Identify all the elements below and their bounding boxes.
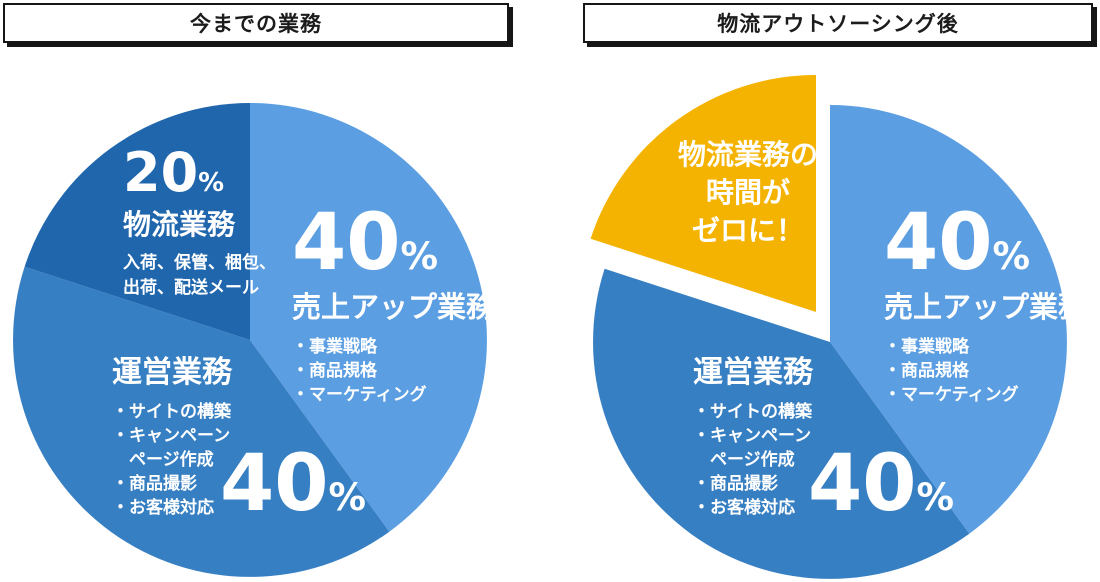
logistics-detail-lines: 入荷、保管、梱包、 出荷、配送メール — [123, 251, 276, 301]
operations-percent: 40% — [808, 445, 954, 523]
sales-percent: 40% — [292, 204, 495, 282]
zero-logistics-line: ゼロに！ — [691, 214, 804, 247]
logistics-percent-unit: % — [198, 168, 225, 198]
operations-bullet-item: ・商品撮影 — [112, 474, 197, 494]
logistics-detail-line: 入荷、保管、梱包、 — [123, 252, 276, 273]
zero-logistics-line: 物流業務の — [677, 138, 818, 171]
sales-slice-label-group: 40% 売上アップ業務 ・事業戦略 ・商品規格 ・マーケティング — [292, 204, 495, 407]
operations-percent-unit: % — [916, 475, 955, 519]
sales-label: 売上アップ業務 — [292, 290, 496, 324]
slice-operations-after — [593, 268, 970, 579]
sales-percent-value: 40 — [292, 198, 401, 288]
logistics-slice-label-group: 20% 物流業務 入荷、保管、梱包、 出荷、配送メール — [123, 146, 276, 301]
operations-bullet-item: ・お客様対応 — [693, 498, 795, 518]
operations-bullet-item: ・商品撮影 — [693, 474, 778, 494]
operations-bullet-item: ・サイトの構築 — [693, 402, 812, 422]
title-after-box: 物流アウトソーシング後 — [583, 3, 1093, 43]
operations-bullet-item: ・キャンペーン — [112, 426, 231, 446]
operations-percent: 40% — [220, 445, 366, 523]
operations-bullet-list: ・サイトの構築 ・キャンペーン ページ作成 ・商品撮影 ・お客様対応 — [693, 400, 813, 520]
sales-bullet-item: ・商品規格 — [292, 361, 377, 382]
title-before-label: 今までの業務 — [190, 12, 322, 36]
sales-bullet-list: ・事業戦略 ・商品規格 ・マーケティング — [884, 335, 1087, 407]
operations-percent-value: 40 — [808, 439, 917, 529]
sales-percent: 40% — [884, 204, 1087, 282]
slice-sales-before — [250, 103, 487, 532]
operations-slice-label-group: 運営業務 ・サイトの構築 ・キャンペーン ページ作成 ・商品撮影 ・お客様対応 — [112, 356, 232, 520]
operations-bullet-list: ・サイトの構築 ・キャンペーン ページ作成 ・商品撮影 ・お客様対応 — [112, 400, 232, 520]
sales-percent-unit: % — [400, 234, 439, 278]
operations-bullet-item: ・お客様対応 — [112, 498, 214, 518]
title-before-box: 今までの業務 — [3, 3, 509, 43]
operations-percent-value: 40 — [220, 439, 329, 529]
pie-before-svg — [13, 103, 487, 577]
sales-bullet-item: ・事業戦略 — [292, 337, 377, 358]
operations-bullet-item: ・キャンペーン — [693, 426, 812, 446]
title-after-label: 物流アウトソーシング後 — [717, 12, 959, 36]
sales-bullet-item: ・マーケティング — [884, 385, 1019, 406]
logistics-label: 物流業務 — [123, 208, 236, 241]
logistics-percent-value: 20 — [123, 141, 199, 204]
sales-bullet-item: ・商品規格 — [884, 361, 969, 382]
operations-label: 運営業務 — [112, 355, 232, 390]
sales-bullet-list: ・事業戦略 ・商品規格 ・マーケティング — [292, 335, 495, 407]
pie-chart-after: 物流業務の 時間が ゼロに！ 40% 売上アップ業務 ・事業戦略 ・商品規格 ・… — [550, 60, 1100, 582]
sales-percent-value: 40 — [884, 198, 993, 288]
slice-sales-after — [830, 105, 1067, 534]
operations-label: 運営業務 — [693, 355, 813, 390]
zero-logistics-line: 時間が — [705, 176, 790, 209]
sales-slice-label-group: 40% 売上アップ業務 ・事業戦略 ・商品規格 ・マーケティング — [884, 204, 1087, 407]
sales-label: 売上アップ業務 — [884, 290, 1088, 324]
slice-operations-before — [13, 266, 390, 577]
logistics-detail-line: 出荷、配送メール — [123, 277, 259, 298]
operations-bullet-item-continuation: ページ作成 — [710, 450, 795, 470]
operations-percent-unit: % — [328, 475, 367, 519]
operations-bullet-item: ・サイトの構築 — [112, 402, 231, 422]
slice-logistics-exploded — [590, 75, 816, 312]
zero-logistics-callout: 物流業務の 時間が ゼロに！ — [598, 136, 898, 250]
pie-chart-before: 20% 物流業務 入荷、保管、梱包、 出荷、配送メール 40% 売上アップ業務 … — [0, 60, 550, 582]
pie-after-svg — [590, 75, 1067, 579]
sales-bullet-item: ・事業戦略 — [884, 337, 969, 358]
slice-logistics-before — [24, 103, 250, 340]
logistics-percent: 20% — [123, 146, 276, 200]
operations-slice-label-group: 運営業務 ・サイトの構築 ・キャンペーン ページ作成 ・商品撮影 ・お客様対応 — [693, 356, 813, 520]
sales-bullet-item: ・マーケティング — [292, 385, 427, 406]
operations-bullet-item-continuation: ページ作成 — [129, 450, 214, 470]
sales-percent-unit: % — [992, 234, 1031, 278]
